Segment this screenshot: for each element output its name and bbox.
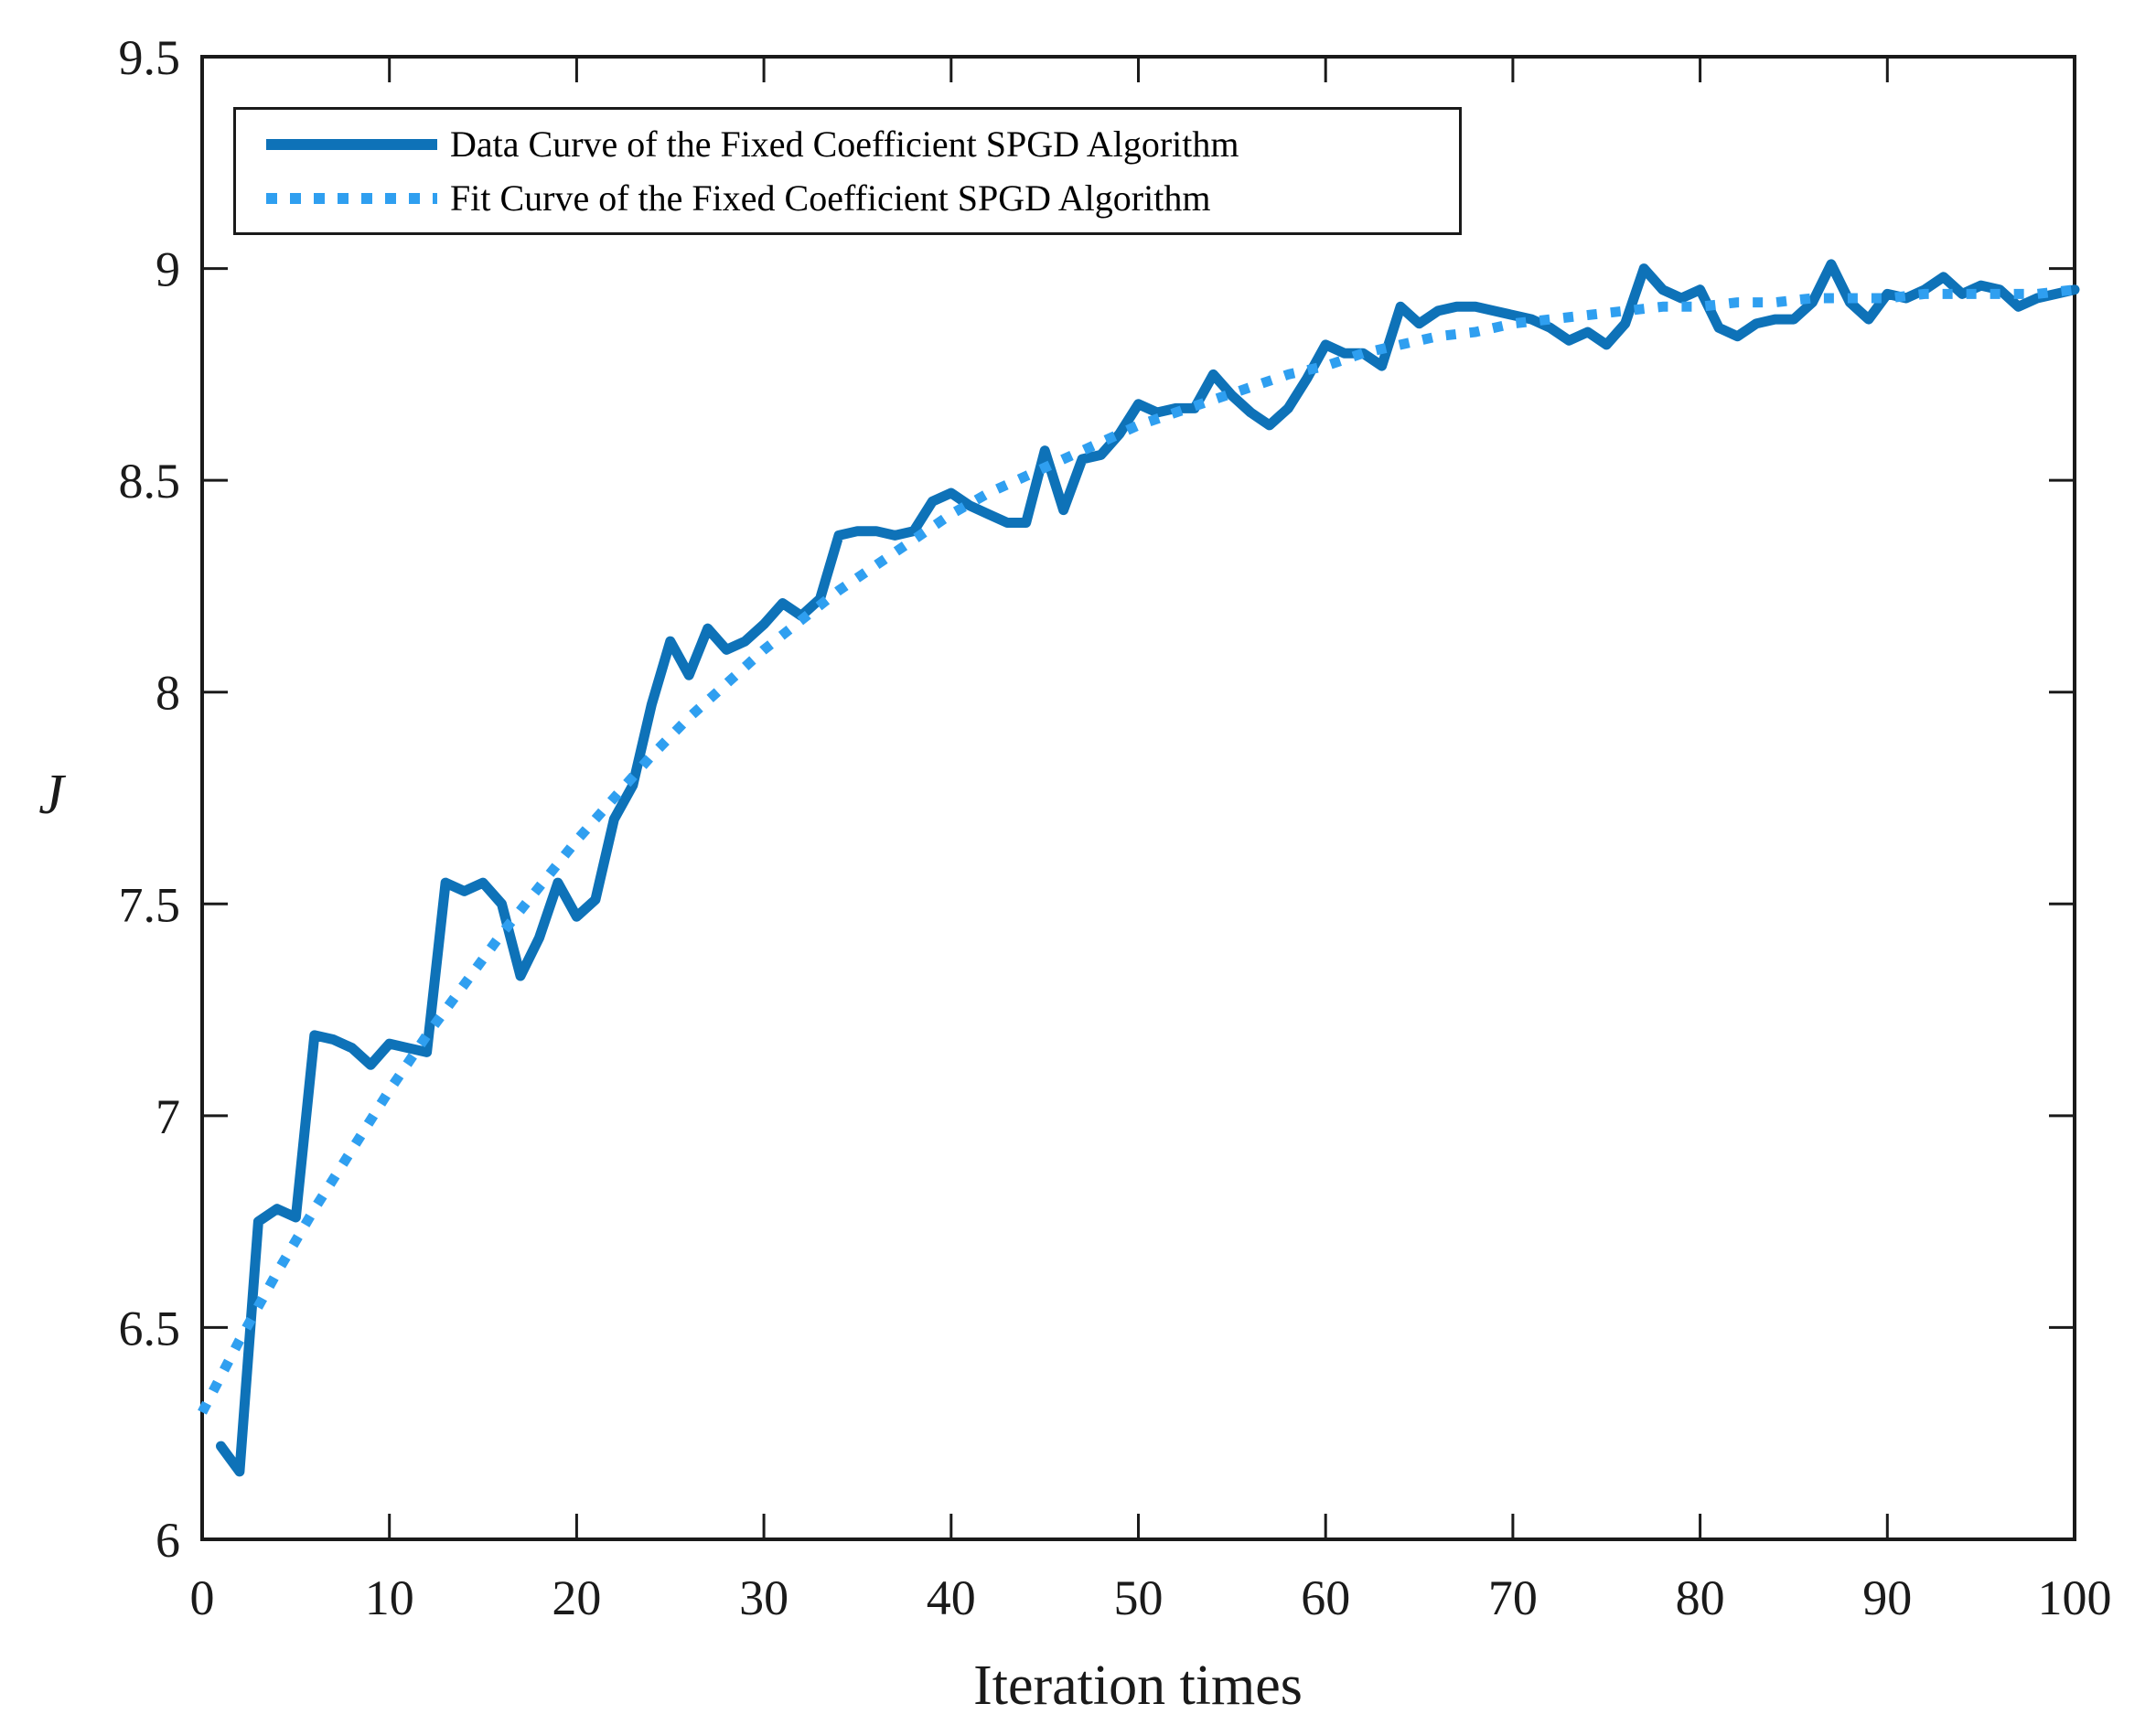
x-tick-label: 60 <box>1301 1570 1350 1625</box>
y-tick-label: 8.5 <box>119 454 181 509</box>
legend-solid-line-swatch <box>266 138 437 150</box>
y-tick-label: 9 <box>156 242 180 297</box>
legend-label-data-curve: Data Curve of the Fixed Coefficient SPGD… <box>450 123 1239 165</box>
x-tick-label: 20 <box>552 1570 601 1625</box>
legend: Data Curve of the Fixed Coefficient SPGD… <box>233 107 1462 235</box>
x-tick-label: 80 <box>1676 1570 1725 1625</box>
x-tick-label: 0 <box>190 1570 215 1625</box>
y-tick-label: 7 <box>156 1089 180 1144</box>
plot-frame <box>200 55 2076 1541</box>
legend-item-data-curve: Data Curve of the Fixed Coefficient SPGD… <box>266 123 1459 166</box>
data-curve-line <box>216 259 2080 1477</box>
x-tick-label: 10 <box>365 1570 414 1625</box>
x-axis-label: Iteration times <box>973 1655 1303 1717</box>
fit-curve-line <box>198 284 2076 1415</box>
y-tick-label: 6.5 <box>119 1301 181 1355</box>
legend-label-fit-curve: Fit Curve of the Fixed Coefficient SPGD … <box>450 177 1211 219</box>
y-tick-label: 6 <box>156 1513 180 1568</box>
y-tick-label: 7.5 <box>119 877 181 932</box>
x-tick-label: 70 <box>1488 1570 1538 1625</box>
legend-item-fit-curve: Fit Curve of the Fixed Coefficient SPGD … <box>266 177 1459 220</box>
x-tick-label: 40 <box>927 1570 976 1625</box>
y-axis-label: J <box>38 764 64 826</box>
x-tick-label: 50 <box>1114 1570 1164 1625</box>
x-tick-label: 100 <box>2038 1570 2112 1625</box>
x-tick-label: 30 <box>739 1570 788 1625</box>
y-tick-label: 9.5 <box>119 30 181 85</box>
x-tick-label: 90 <box>1862 1570 1912 1625</box>
legend-dotted-line-swatch <box>266 192 437 204</box>
y-tick-label: 8 <box>156 666 180 721</box>
